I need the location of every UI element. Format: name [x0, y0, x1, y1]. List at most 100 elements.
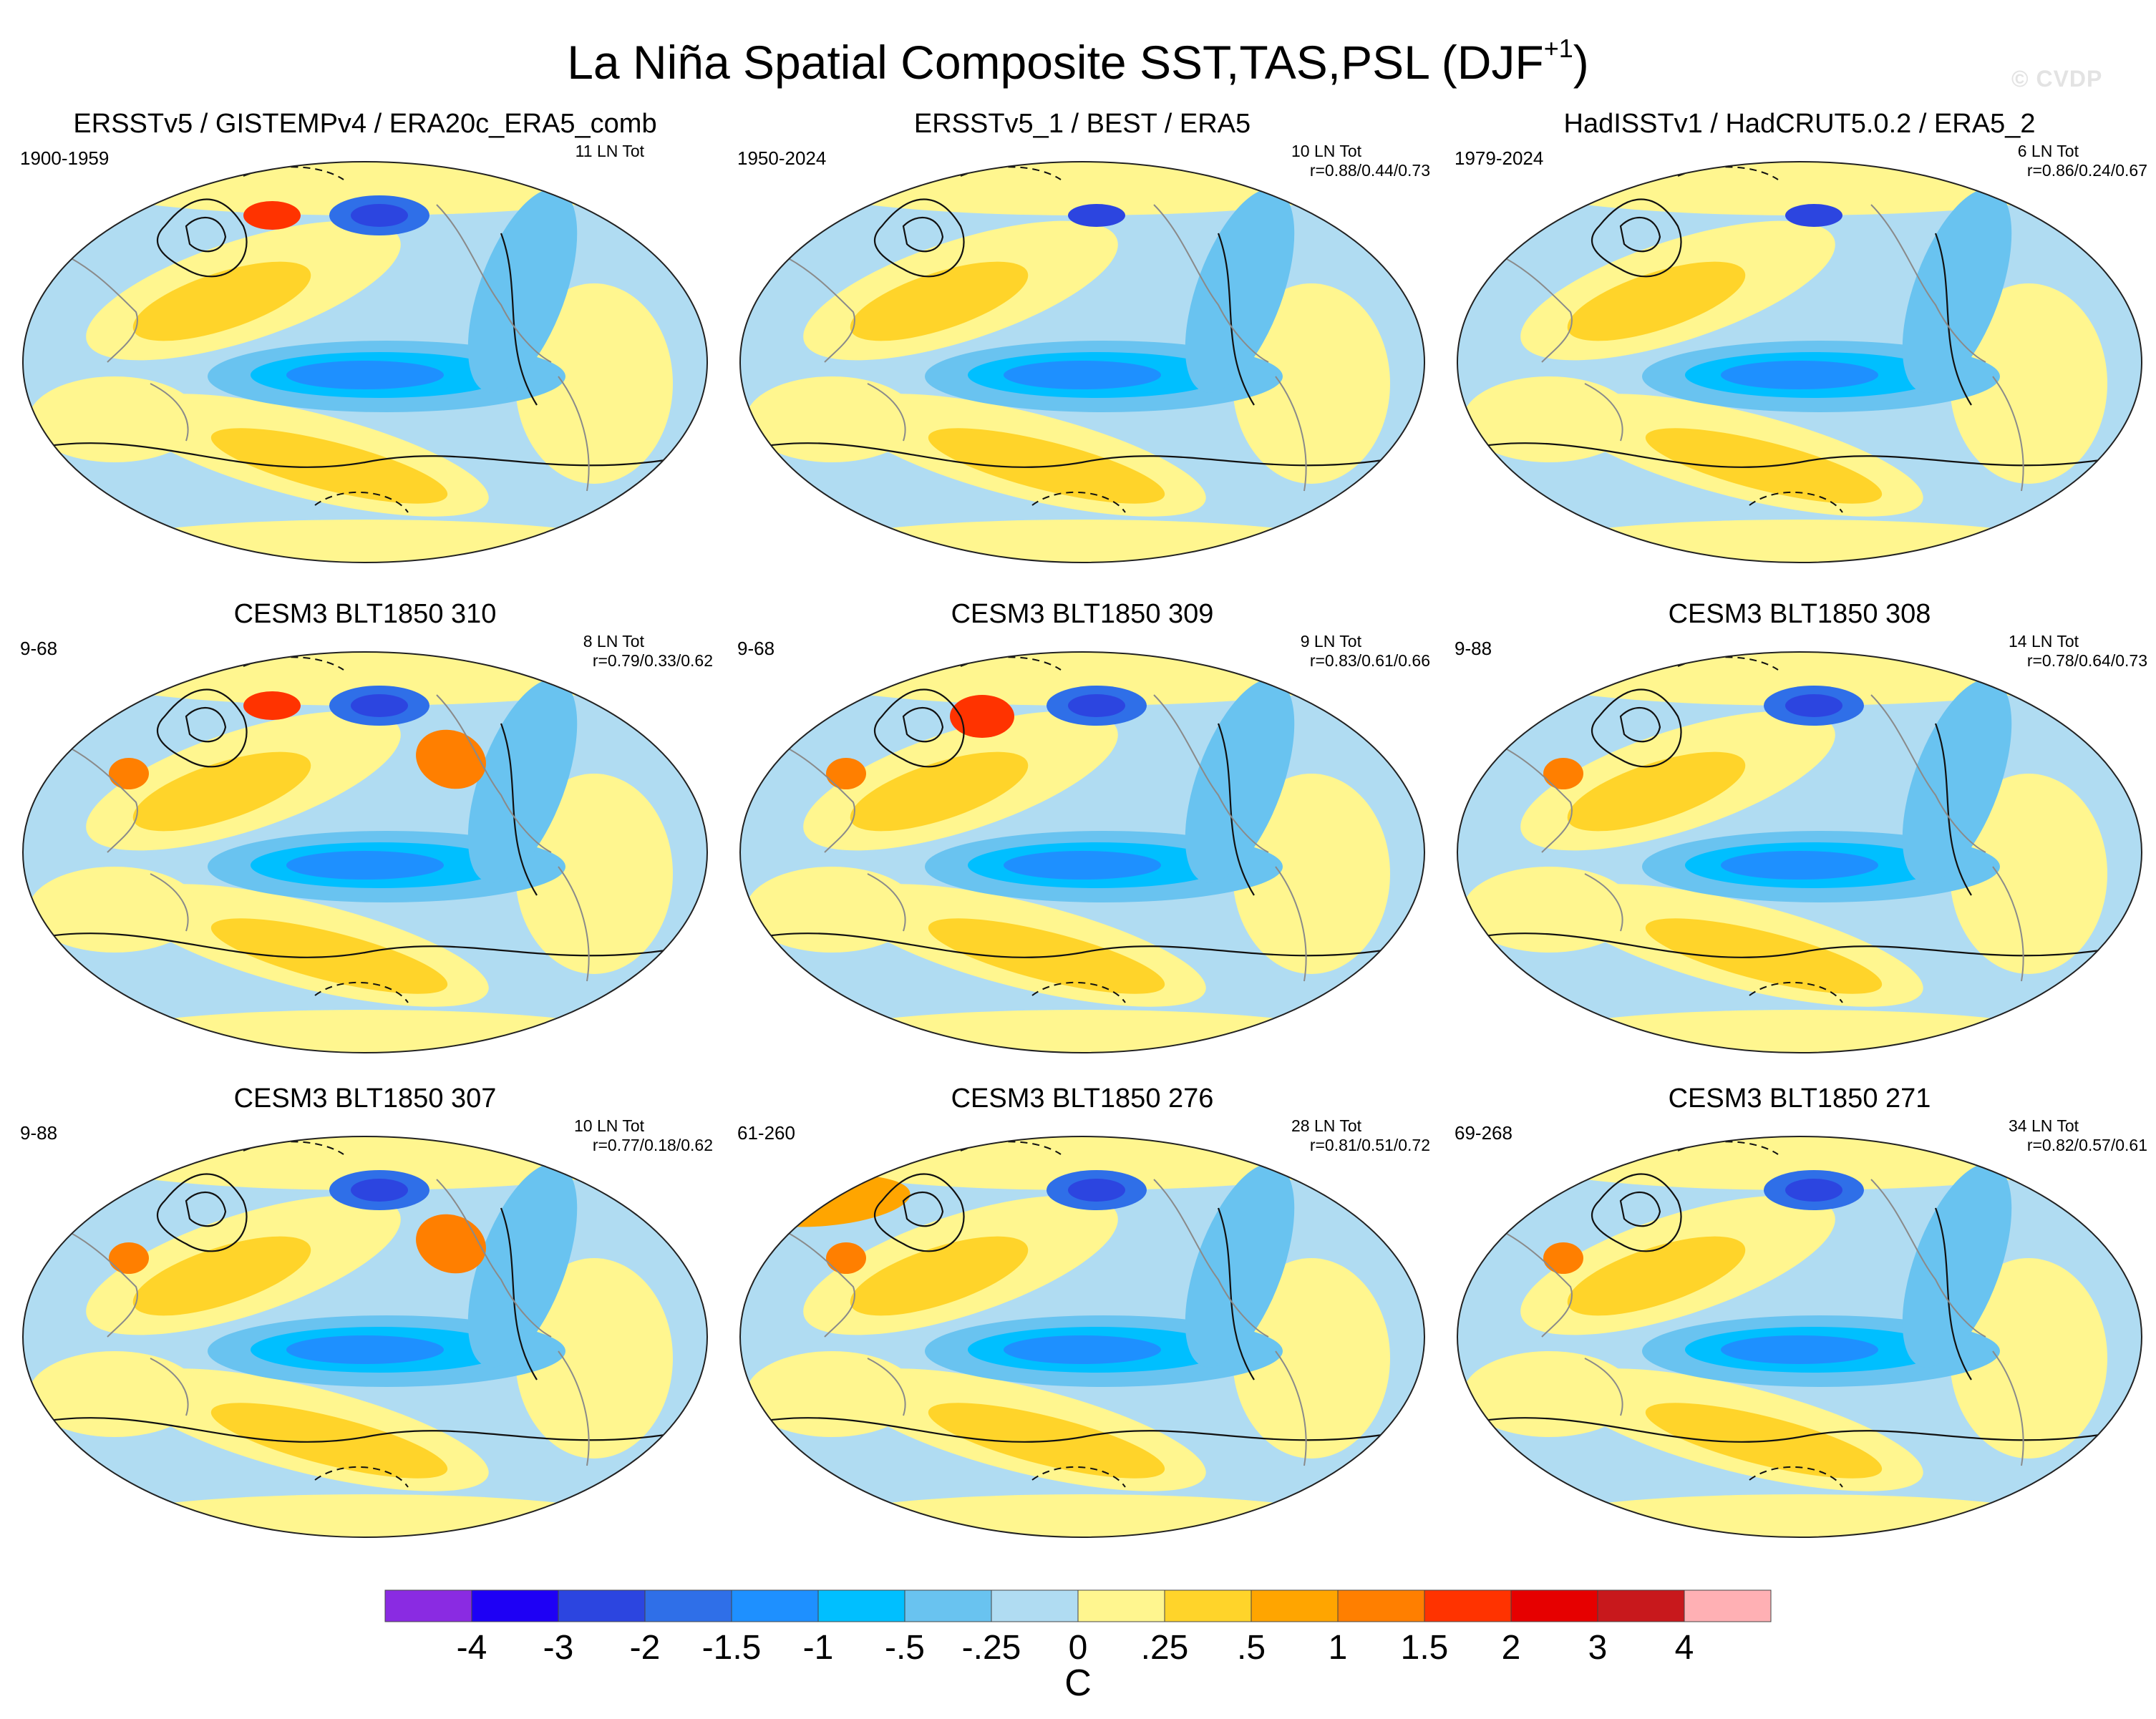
- north-pacific-warm-core: [850, 261, 1029, 341]
- map-panel: HadISSTv1 / HadCRUT5.0.2 / ERA5_2 1979-20…: [1442, 107, 2156, 594]
- map-panel: CESM3 BLT1850 308 9-88 14 LN Tot r=0.78/0.6…: [1442, 598, 2156, 1084]
- coastline: [781, 204, 1307, 492]
- coastline: [1498, 694, 2024, 982]
- map-panel: CESM3 BLT1850 310 9-68 8 LN Tot r=0.79/0.33…: [7, 598, 723, 1084]
- southern-ocean-warm: [93, 1494, 637, 1537]
- colorbar-swatch: [1077, 1589, 1165, 1622]
- tibet-warm: [109, 758, 149, 789]
- east-pacific-cool: [1902, 1163, 2012, 1368]
- panel-stats: 34 LN Tot r=0.82/0.57/0.61: [2009, 1116, 2147, 1155]
- siberia-cold-core: [351, 694, 408, 717]
- equatorial-cool-core: [1004, 851, 1161, 880]
- pattern-correlation: r=0.82/0.57/0.61: [2026, 1136, 2147, 1154]
- panel-title: ERSSTv5 / GISTEMPv4 / ERA20c_ERA5_comb: [73, 109, 657, 139]
- tibet-warm: [1543, 1242, 1583, 1274]
- siberia-cold-core: [1068, 1179, 1125, 1202]
- coastline: [781, 1179, 1307, 1466]
- east-pacific-cool: [467, 188, 578, 393]
- panel-title: CESM3 BLT1850 309: [951, 599, 1214, 629]
- panel-period: 1979-2024: [1455, 147, 1544, 169]
- coastline: [781, 694, 1307, 982]
- colorbar-swatch: [1424, 1589, 1512, 1622]
- map-border: [1457, 651, 2142, 1053]
- psl-contour-negative: [1749, 491, 1843, 513]
- atlantic-warm: [1233, 1258, 1390, 1459]
- colorbar-swatch: [1337, 1589, 1425, 1622]
- indian-ocean-warm: [746, 867, 918, 953]
- colorbar-tick-label: 3: [1588, 1629, 1608, 1667]
- colorbar-swatch: [904, 1589, 992, 1622]
- map-border: [739, 1136, 1425, 1538]
- siberia-cold-core: [1068, 204, 1125, 227]
- atlantic-warm: [1950, 1258, 2107, 1459]
- coastline: [1498, 204, 2024, 492]
- pattern-correlation: r=0.81/0.51/0.72: [1309, 1136, 1430, 1154]
- colorbar-swatch: [644, 1589, 732, 1622]
- robinson-map: [22, 1136, 708, 1538]
- event-count: 11 LN Tot: [575, 142, 644, 160]
- southern-ocean-warm: [93, 1010, 637, 1053]
- panel-stats: 28 LN Tot r=0.81/0.51/0.72: [1291, 1116, 1430, 1155]
- robinson-map: [739, 1136, 1425, 1538]
- panel-stats: 10 LN Tot r=0.77/0.18/0.62: [574, 1116, 713, 1155]
- pattern-correlation: r=0.78/0.64/0.73: [2026, 651, 2147, 670]
- arctic-warm-band: [1499, 652, 2100, 706]
- arctic-warm-band: [782, 162, 1383, 215]
- psl-contour: [1470, 442, 2130, 468]
- psl-contour: [1619, 706, 1661, 743]
- psl-contour: [185, 1191, 227, 1227]
- siberia-cold-core: [351, 1179, 408, 1202]
- pattern-correlation: r=0.86/0.24/0.67: [2026, 161, 2147, 180]
- psl-contour: [35, 1417, 695, 1443]
- psl-contour: [1591, 198, 1682, 278]
- atlantic-warm: [515, 1258, 673, 1459]
- map-panel: CESM3 BLT1850 307 9-88 10 LN Tot r=0.77/0.1…: [7, 1082, 723, 1569]
- panel-stats: 8 LN Tot r=0.79/0.33/0.62: [583, 632, 713, 671]
- atlantic-warm: [515, 774, 673, 974]
- event-count: 28 LN Tot: [1291, 1116, 1361, 1135]
- east-pacific-cool: [1185, 678, 1295, 883]
- psl-contour-negative: [1031, 1466, 1126, 1488]
- robinson-map: [1457, 161, 2142, 563]
- panel-period: 9-88: [1455, 638, 1492, 659]
- event-count: 10 LN Tot: [573, 1116, 644, 1135]
- east-pacific-cool: [467, 678, 578, 883]
- map-panel: CESM3 BLT1850 271 69-268 34 LN Tot r=0.82/0…: [1442, 1082, 2156, 1569]
- map-panel: CESM3 BLT1850 276 61-260 28 LN Tot r=0.81/0…: [724, 1082, 1440, 1569]
- colorbar-tick-label: -.5: [885, 1629, 925, 1667]
- psl-contour: [185, 706, 227, 743]
- psl-contour: [157, 1173, 248, 1252]
- event-count: 9 LN Tot: [1300, 632, 1361, 651]
- north-pacific-warm-core: [1567, 1236, 1746, 1316]
- panel-title: CESM3 BLT1850 310: [233, 599, 497, 629]
- north-america-warm: [416, 1214, 486, 1274]
- indian-ocean-warm: [1463, 867, 1635, 953]
- pattern-correlation: r=0.83/0.61/0.66: [1309, 651, 1430, 670]
- arctic-warm-band: [782, 652, 1383, 706]
- equatorial-cool-core: [1004, 361, 1161, 389]
- colorbar-swatch: [1251, 1589, 1339, 1622]
- psl-contour: [157, 688, 248, 768]
- psl-contour: [35, 932, 695, 958]
- psl-contour: [1934, 233, 1972, 406]
- psl-contour-negative: [314, 1466, 409, 1488]
- colorbar-tick-label: 2: [1502, 1629, 1521, 1667]
- tibet-warm: [826, 1242, 866, 1274]
- robinson-map: [739, 161, 1425, 563]
- warm-extreme: [243, 201, 301, 230]
- arctic-warm-band: [64, 652, 666, 706]
- atlantic-warm: [515, 283, 673, 484]
- psl-contour: [500, 723, 538, 896]
- psl-contour-negative: [1031, 981, 1126, 1003]
- panel-period: 9-68: [20, 638, 58, 659]
- arctic-warm-band: [64, 162, 666, 215]
- event-count: 8 LN Tot: [583, 632, 644, 651]
- east-pacific-cool: [1902, 678, 2012, 883]
- north-pacific-warm-core: [132, 751, 311, 832]
- map-border: [22, 161, 708, 563]
- psl-contour: [157, 198, 248, 278]
- coastline: [64, 694, 590, 982]
- map-panel: ERSSTv5_1 / BEST / ERA5 1950-2024 10 LN To…: [724, 107, 1440, 594]
- north-pacific-warm-core: [850, 1236, 1029, 1316]
- atlantic-warm: [1950, 774, 2107, 974]
